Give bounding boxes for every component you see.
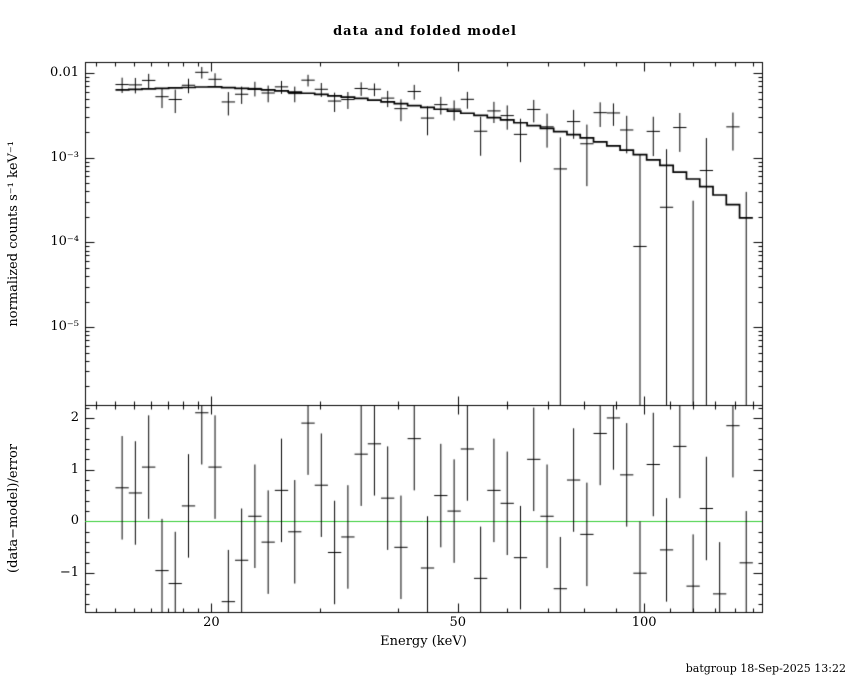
tick-label: −1	[59, 565, 79, 581]
tick-label: 50	[449, 615, 467, 630]
tick-label: 0.01	[50, 65, 79, 81]
plot-title: data and folded model	[333, 24, 517, 39]
tick-label: 10⁻⁴	[50, 234, 79, 250]
timestamp: batgroup 18-Sep-2025 13:22	[685, 662, 846, 675]
tick-label: 1	[70, 461, 79, 477]
tick-label: 20	[203, 615, 220, 630]
tick-label: 100	[631, 615, 657, 630]
x-axis-label: Energy (keV)	[380, 634, 467, 649]
tick-label: 0	[70, 513, 79, 529]
tick-label: 2	[70, 409, 79, 425]
tick-label: 10⁻³	[50, 149, 79, 165]
tick-label: 10⁻⁵	[50, 319, 79, 335]
